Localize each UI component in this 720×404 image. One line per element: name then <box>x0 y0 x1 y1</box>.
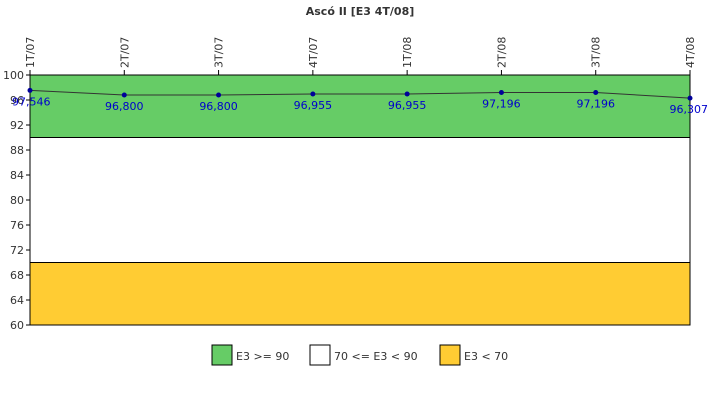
band-1 <box>29 137 691 263</box>
data-label: 97,196 <box>482 98 521 111</box>
y-tick-label: 92 <box>10 119 24 132</box>
y-tick-label: 68 <box>10 269 24 282</box>
data-point <box>593 90 599 96</box>
data-label: 96,307 <box>670 103 709 116</box>
chart-title: Ascó II [E3 4T/08] <box>306 5 415 18</box>
x-tick-label: 4T/08 <box>684 37 697 68</box>
legend-swatch <box>309 344 331 366</box>
y-tick-label: 76 <box>10 219 24 232</box>
legend-label: 70 <= E3 < 90 <box>334 350 418 363</box>
x-tick-label: 3T/07 <box>213 37 226 68</box>
legend-label: E3 >= 90 <box>236 350 289 363</box>
x-tick-label: 2T/07 <box>118 37 131 68</box>
data-label: 97,546 <box>12 95 51 108</box>
series-line <box>29 89 691 99</box>
data-label: 96,955 <box>294 99 333 112</box>
data-point <box>121 92 127 98</box>
x-tick-label: 4T/07 <box>307 37 320 68</box>
y-tick-label: 100 <box>3 69 24 82</box>
band-2 <box>29 262 691 326</box>
y-tick-label: 64 <box>10 294 24 307</box>
x-tick-label: 3T/08 <box>590 37 603 68</box>
data-label: 96,955 <box>388 99 427 112</box>
y-tick-label: 60 <box>10 319 24 332</box>
data-label: 96,800 <box>105 100 144 113</box>
x-tick-label: 2T/08 <box>495 37 508 68</box>
data-point <box>498 90 504 96</box>
x-tick-label: 1T/08 <box>401 37 414 68</box>
data-point <box>216 92 222 98</box>
data-point <box>27 87 33 93</box>
y-tick-label: 80 <box>10 194 24 207</box>
y-tick-label: 96 <box>10 94 24 107</box>
y-tick-label: 88 <box>10 144 24 157</box>
y-tick-label: 84 <box>10 169 24 182</box>
x-tick-label: 1T/07 <box>24 37 37 68</box>
legend-swatch <box>439 344 461 366</box>
data-point <box>310 91 316 97</box>
band-0 <box>29 74 691 138</box>
data-label: 96,800 <box>199 100 238 113</box>
y-tick-label: 72 <box>10 244 24 257</box>
data-point <box>687 95 693 101</box>
data-point <box>404 91 410 97</box>
data-label: 97,196 <box>576 98 615 111</box>
legend-swatch <box>211 344 233 366</box>
legend-label: E3 < 70 <box>464 350 508 363</box>
